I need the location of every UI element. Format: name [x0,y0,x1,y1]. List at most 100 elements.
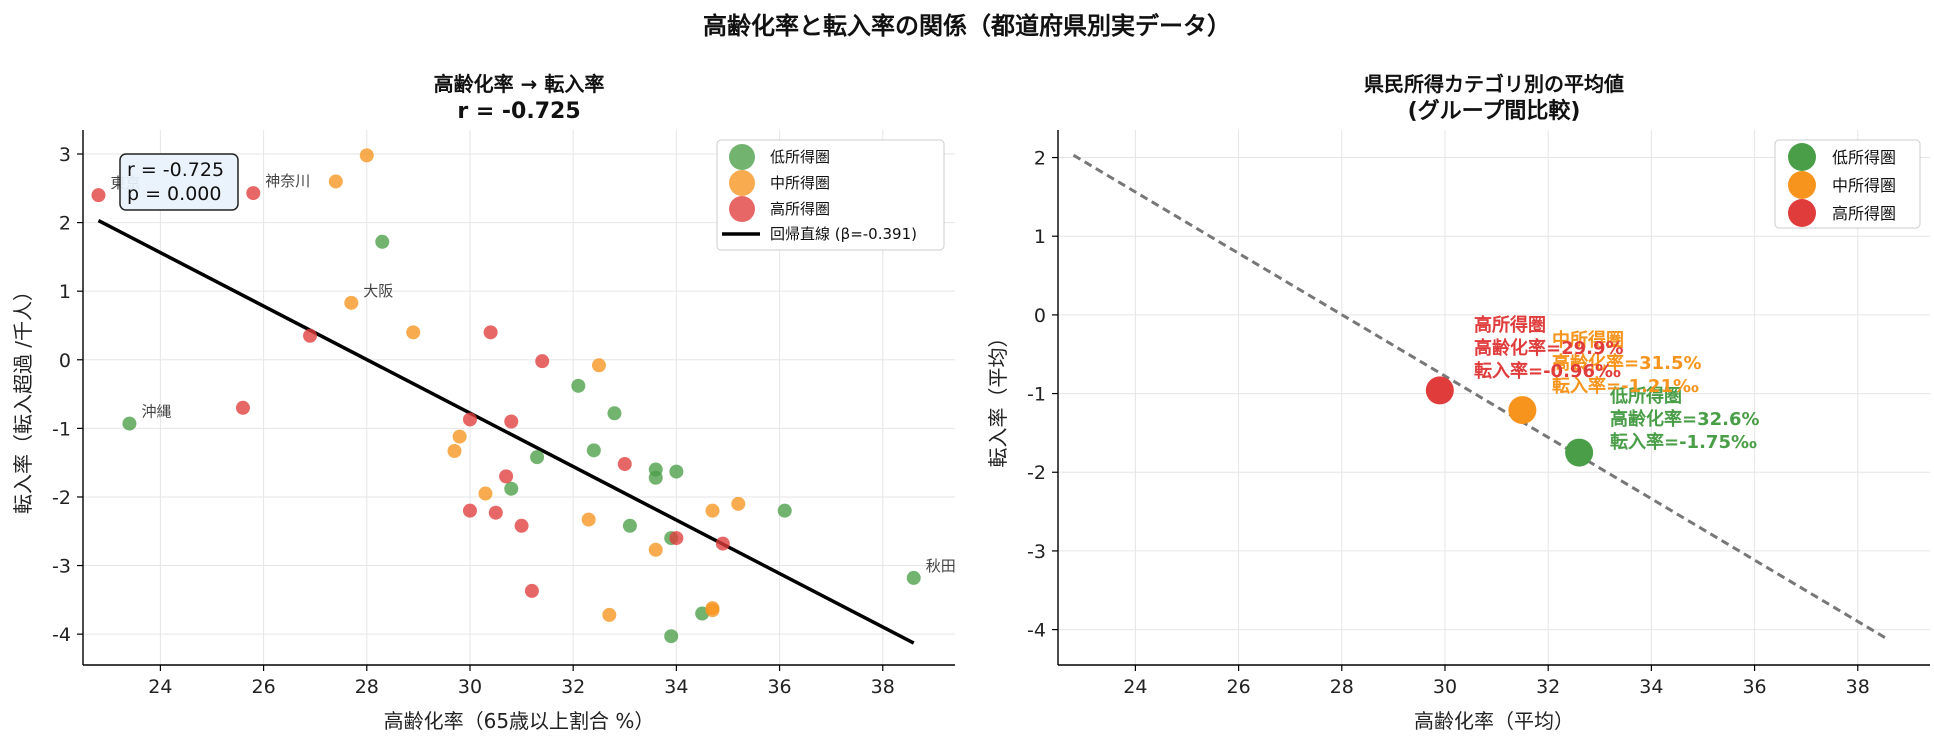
scatter-point-high [235,400,250,415]
scatter-point-high [499,469,514,484]
scatter-point-mid [328,174,343,189]
legend-marker-mid [1788,171,1816,199]
scatter-point-low [906,570,921,585]
group-mean-point-mid [1508,396,1537,425]
group-mean-point-high [1425,376,1454,405]
left-x-axis-label: 高齢化率（65歳以上割合 %） [384,709,655,733]
right-x-tick-label: 30 [1433,676,1457,698]
right-x-tick-label: 24 [1123,676,1147,698]
left-legend-box [716,139,945,251]
scatter-point-low [669,464,684,479]
left-x-tick-label: 36 [767,676,791,698]
point-annotation: 沖縄 [141,403,171,421]
left-chart-title: 高齢化率 → 転入率 [434,72,605,96]
group-label-high: 高所得圏 [1474,314,1546,336]
left-y-axis-label: 転入率（転入超過 /千人） [11,281,35,514]
left-x-tick-label: 28 [355,676,379,698]
left-y-tick-label: -2 [52,487,71,509]
scatter-point-high [524,583,539,598]
scatter-point-high [617,457,632,472]
scatter-point-high [462,412,477,427]
scatter-point-mid [359,148,374,163]
legend-marker-low [1788,143,1816,171]
right-x-tick-label: 38 [1846,676,1870,698]
left-x-tick-label: 34 [664,676,688,698]
scatter-point-high [715,536,730,551]
scatter-point-low [622,518,637,533]
right-y-tick-label: -1 [1027,384,1046,406]
right-chart-subtitle: (グループ間比較) [1408,98,1581,124]
legend-marker-mid [729,170,755,196]
left-y-tick-label: -1 [52,418,71,440]
legend-marker-low [729,144,755,170]
scatter-point-mid [648,542,663,557]
scatter-point-mid [705,603,720,618]
scatter-point-low [571,378,586,393]
right-y-tick-label: 2 [1034,148,1046,170]
point-annotation: 大阪 [363,282,393,300]
right-x-tick-label: 28 [1330,676,1354,698]
legend-label-low: 低所得圏 [1832,148,1896,167]
point-annotation: 神奈川 [265,172,310,190]
group-label-low: 転入率=-1.75‰ [1610,431,1757,453]
scatter-point-high [669,531,684,546]
right-y-tick-label: 0 [1034,305,1046,327]
scatter-point-high [535,354,550,369]
legend-label-mid: 中所得圏 [770,174,830,192]
legend-marker-high [1788,199,1816,227]
left-chart-subtitle: r = -0.725 [457,99,580,124]
left-x-tick-label: 38 [871,676,895,698]
right-x-tick-label: 32 [1536,676,1560,698]
stats-p-value: p = 0.000 [127,183,221,205]
stats-box [119,153,239,211]
right-y-axis-label: 転入率（平均） [986,328,1010,468]
scatter-point-high [483,325,498,340]
scatter-point-mid [344,295,359,310]
scatter-point-low [122,416,137,431]
right-y-tick-label: -2 [1027,462,1046,484]
group-mean-point-low [1565,438,1594,467]
scatter-point-high [462,503,477,518]
scatter-point-mid [581,512,596,527]
scatter-point-low [777,503,792,518]
left-y-tick-label: 0 [59,350,71,372]
scatter-point-high [91,188,106,203]
scatter-point-low [664,629,679,644]
group-label-mid: 転入率=-1.21‰ [1552,375,1699,397]
scatter-point-low [648,470,663,485]
left-x-tick-label: 26 [251,676,275,698]
scatter-point-mid [447,444,462,458]
figure-suptitle: 高齢化率と転入率の関係（都道府県別実データ） [703,12,1231,40]
legend-label-regression: 回帰直線 (β=-0.391) [770,225,917,243]
right-x-axis-label: 高齢化率（平均） [1414,709,1574,733]
right-y-tick-label: -3 [1027,541,1046,563]
left-y-tick-label: -4 [52,624,71,646]
stats-r-value: r = -0.725 [127,159,224,181]
scatter-point-low [607,406,622,421]
scatter-point-mid [478,486,493,501]
scatter-point-low [504,481,519,496]
scatter-point-mid [705,503,720,518]
right-x-tick-label: 26 [1226,676,1250,698]
left-x-tick-label: 32 [561,676,585,698]
group-label-low: 低所得圏 [1609,385,1682,407]
scatter-point-mid [591,358,606,373]
legend-marker-high [729,196,755,222]
right-y-tick-label: 1 [1034,226,1046,248]
trend-line [1072,153,1890,642]
left-y-tick-label: -3 [52,556,71,578]
scatter-point-mid [406,325,421,340]
right-y-tick-label: -4 [1027,620,1046,642]
group-label-mid: 高齢化率=31.5% [1552,352,1702,374]
group-label-high: 高齢化率=29.9% [1474,337,1624,359]
regression-line [97,218,915,645]
right-x-tick-label: 34 [1639,676,1663,698]
scatter-point-mid [602,607,617,622]
left-y-tick-label: 1 [59,281,71,303]
legend-label-high: 高所得圏 [1832,204,1896,223]
legend-label-low: 低所得圏 [770,148,830,166]
scatter-point-high [504,414,519,429]
scatter-point-mid [731,496,746,511]
